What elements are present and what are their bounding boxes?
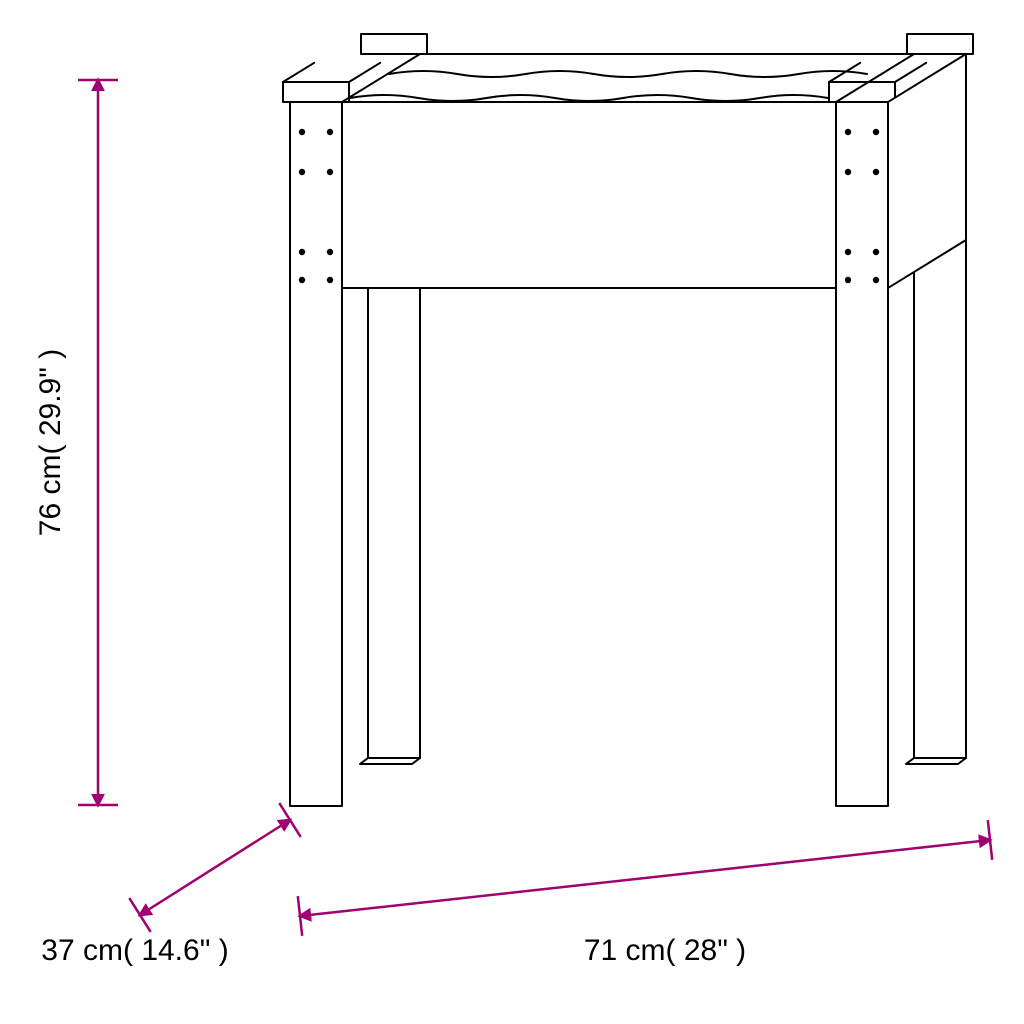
dim-height-label: 76 cm( 29.9" ) [34,349,67,536]
dim-width-label: 71 cm( 28" ) [584,934,746,967]
product-drawing [283,34,973,806]
dim-depth-label: 37 cm( 14.6" ) [41,934,228,967]
